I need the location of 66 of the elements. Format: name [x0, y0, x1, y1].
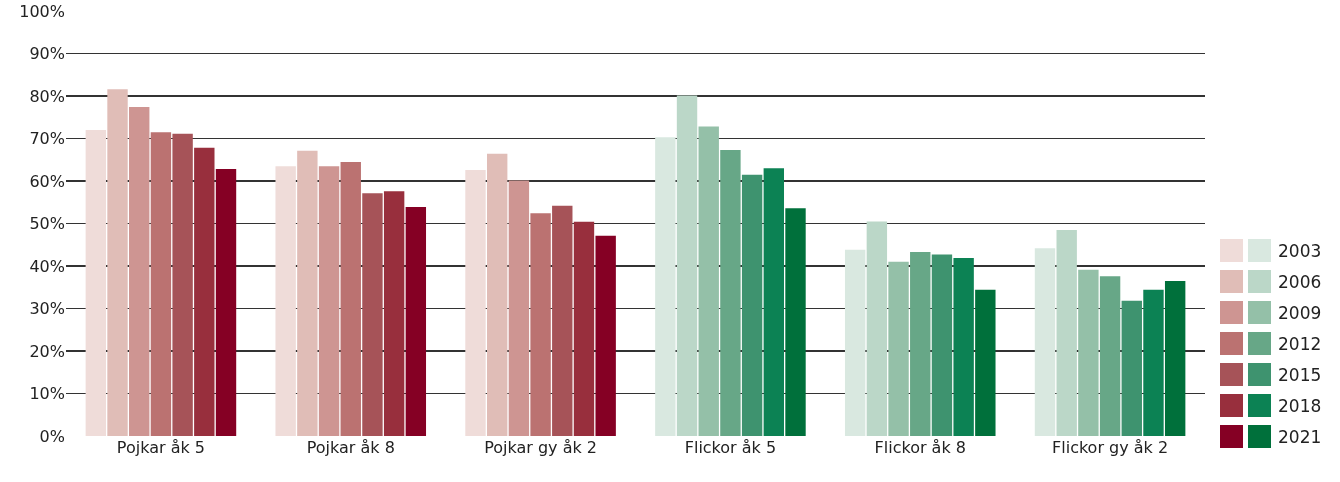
- bar: [1034, 248, 1056, 436]
- legend-label: 2021: [1278, 426, 1322, 447]
- bar: [1164, 280, 1186, 436]
- bar: [844, 249, 866, 436]
- bar: [530, 213, 551, 436]
- bar: [1078, 269, 1099, 436]
- bar: [275, 166, 296, 436]
- bar: [888, 261, 909, 436]
- bar: [866, 221, 888, 436]
- legend-label: 2003: [1278, 240, 1322, 261]
- y-tick-label: 90%: [29, 44, 65, 64]
- bar: [741, 174, 763, 436]
- bar: [931, 254, 953, 436]
- legend-label: 2009: [1278, 302, 1322, 323]
- bar: [297, 150, 318, 436]
- bar: [953, 257, 974, 436]
- bar: [552, 205, 573, 436]
- x-tick-label: Flickor gy åk 2: [1052, 438, 1169, 457]
- legend-label: 2012: [1278, 333, 1322, 354]
- y-tick-label: 30%: [29, 299, 65, 319]
- bar: [975, 289, 996, 436]
- bar: [318, 166, 340, 436]
- bar: [676, 95, 698, 436]
- bar: [910, 251, 931, 436]
- bar: [785, 208, 806, 436]
- bar: [129, 107, 150, 436]
- bar: [720, 149, 741, 436]
- x-tick-label: Pojkar åk 5: [116, 438, 205, 457]
- bar: [698, 126, 719, 436]
- bar: [1143, 289, 1164, 436]
- y-tick-label: 60%: [29, 171, 65, 191]
- bar: [362, 193, 383, 436]
- bar: [655, 137, 676, 436]
- x-tick-label: Pojkar åk 8: [306, 438, 395, 457]
- bar: [1056, 229, 1077, 436]
- bar: [172, 133, 193, 436]
- bar: [405, 206, 427, 436]
- y-tick-label: 10%: [29, 384, 65, 404]
- x-tick-label: Pojkar gy åk 2: [484, 438, 597, 457]
- bar: [465, 169, 486, 436]
- x-tick-label: Flickor åk 8: [874, 438, 966, 457]
- bar: [595, 235, 616, 436]
- bar: [763, 168, 784, 436]
- bar: [573, 221, 595, 436]
- y-tick-label: 40%: [29, 256, 65, 276]
- bar: [1099, 276, 1121, 436]
- legend-label: 2006: [1278, 271, 1322, 292]
- bar: [107, 89, 128, 436]
- legend-label: 2015: [1278, 364, 1322, 385]
- bar: [85, 130, 107, 436]
- y-tick-label: 20%: [29, 341, 65, 361]
- bar: [150, 132, 172, 436]
- x-tick-label: Flickor åk 5: [684, 438, 777, 457]
- y-tick-label: 100%: [19, 1, 65, 21]
- y-tick-label: 50%: [29, 214, 65, 234]
- y-tick-label: 0%: [39, 426, 65, 446]
- legend-label: 2018: [1278, 395, 1322, 416]
- y-tick-label: 80%: [29, 86, 65, 106]
- bar: [508, 180, 530, 436]
- bar: [194, 147, 215, 436]
- bar: [487, 153, 508, 436]
- bar: [1121, 300, 1142, 436]
- y-tick-label: 70%: [29, 129, 65, 149]
- bar: [340, 161, 361, 436]
- bar: [215, 169, 237, 436]
- bar: [383, 191, 405, 436]
